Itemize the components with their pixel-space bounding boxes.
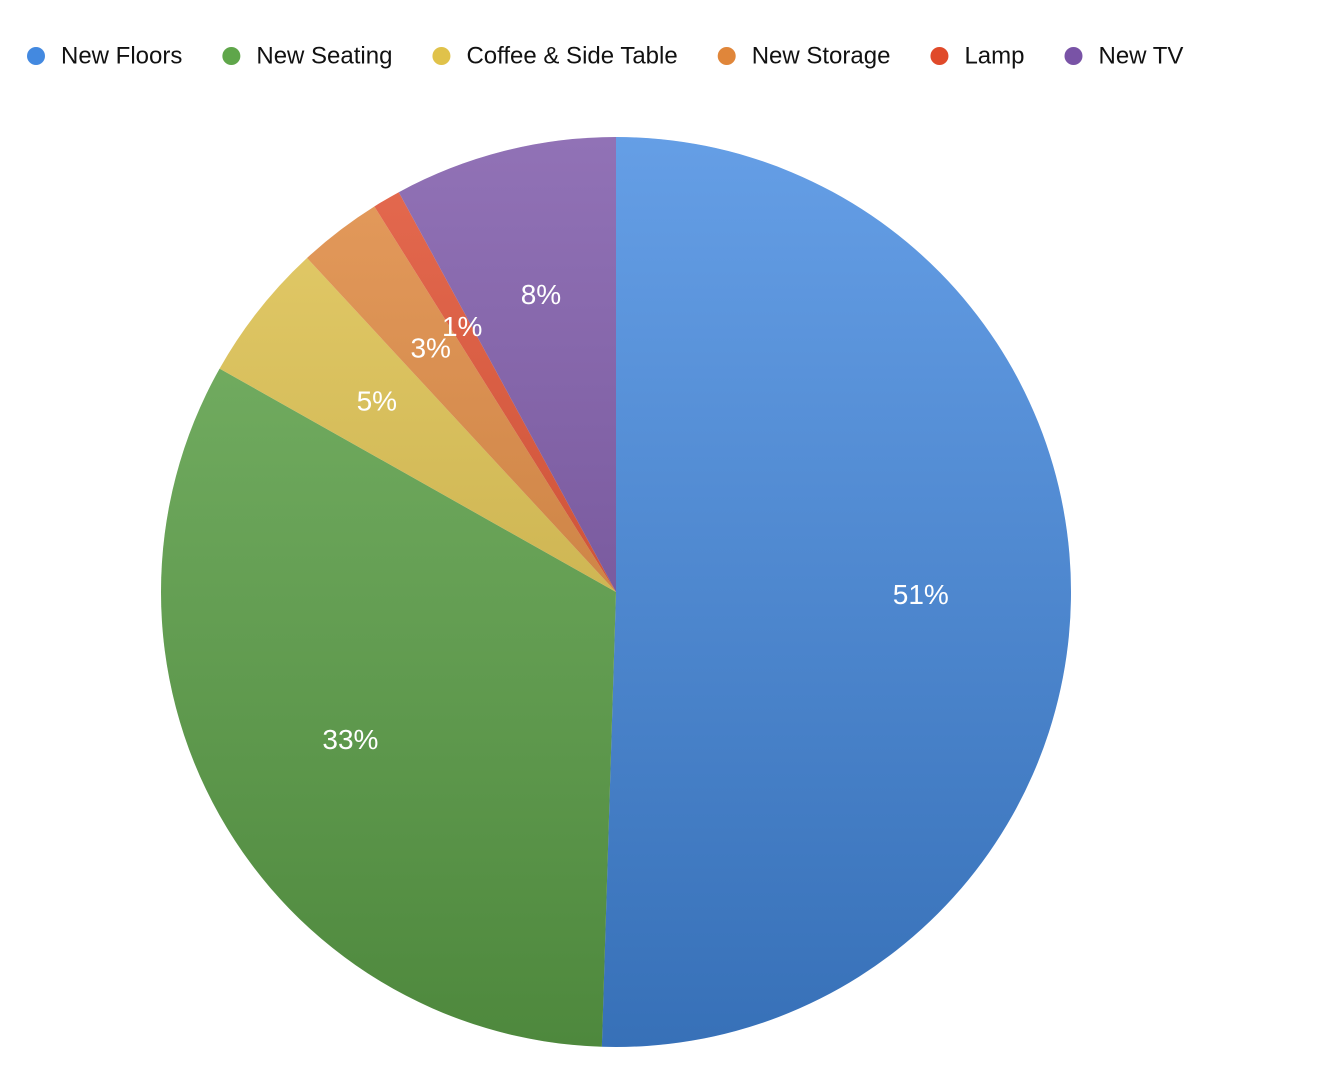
legend-label: New TV	[1099, 42, 1184, 69]
data-labels: 51% 33% 5% 3%1% 8%	[322, 279, 948, 755]
legend-label: New Floors	[61, 42, 182, 69]
legend-label: Lamp	[964, 42, 1024, 69]
legend-label: New Storage	[752, 42, 891, 69]
pie-slice	[601, 137, 1071, 1047]
data-label: 3%	[410, 332, 450, 363]
data-label: 8%	[521, 279, 561, 310]
legend-marker	[717, 47, 736, 65]
data-label: 5%	[357, 385, 397, 416]
legend-marker	[1064, 47, 1083, 65]
legend-label: Coffee & Side Table	[466, 42, 677, 69]
data-label: 33%	[322, 724, 378, 755]
data-label: 51%	[893, 579, 949, 610]
data-label: 1%	[442, 311, 482, 342]
legend: New Floors New Seating Coffee & Side Table…	[27, 42, 1183, 69]
legend-marker	[27, 47, 45, 65]
legend-marker	[930, 47, 949, 65]
legend-marker	[432, 47, 451, 65]
legend-label: New Seating	[256, 42, 392, 69]
legend-marker	[222, 47, 241, 65]
